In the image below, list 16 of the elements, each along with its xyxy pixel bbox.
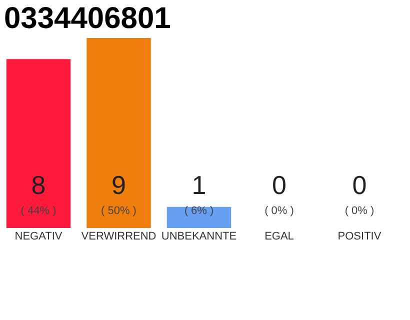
x-tick-label: NEGATIV (14, 230, 63, 242)
annotation: ( 44% ) (20, 205, 56, 217)
x-tick-label: UNBEKANNTE (161, 230, 237, 242)
chart-title: 0334406801 (4, 2, 171, 35)
x-tick-label: EGAL (264, 230, 294, 242)
data-label: 0 (272, 170, 286, 200)
data-label: 8 (31, 170, 46, 200)
x-tick-label: POSITIV (338, 230, 382, 242)
annotation: ( 0% ) (344, 205, 374, 217)
data-label: 0 (352, 170, 367, 200)
annotation: ( 6% ) (184, 205, 214, 217)
data-label: 9 (112, 170, 126, 200)
annotation: ( 0% ) (264, 205, 294, 217)
x-tick-label: VERWIRREND (81, 230, 156, 242)
data-label: 1 (192, 170, 206, 200)
annotation: ( 50% ) (101, 205, 136, 217)
